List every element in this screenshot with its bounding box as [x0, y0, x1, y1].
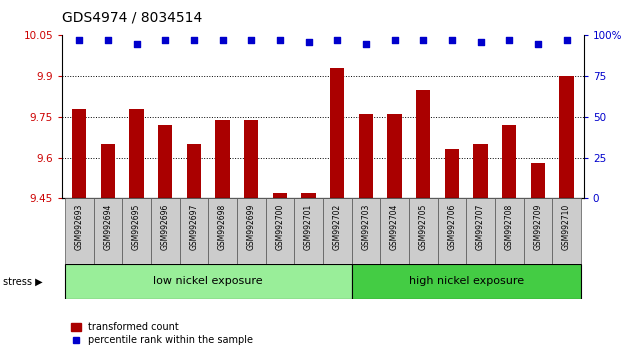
Point: [361, 41, 371, 46]
Point: [247, 38, 256, 43]
Point: [504, 38, 514, 43]
Text: GSM992706: GSM992706: [447, 204, 456, 250]
Point: [533, 41, 543, 46]
Bar: [330, 68, 345, 198]
Point: [561, 38, 571, 43]
FancyBboxPatch shape: [65, 198, 94, 264]
Point: [275, 38, 285, 43]
Bar: [359, 114, 373, 198]
Bar: [158, 125, 173, 198]
Text: GSM992700: GSM992700: [276, 204, 284, 250]
FancyBboxPatch shape: [94, 198, 122, 264]
Bar: [273, 193, 287, 198]
Text: GSM992695: GSM992695: [132, 204, 141, 250]
Text: GSM992707: GSM992707: [476, 204, 485, 250]
Text: GDS4974 / 8034514: GDS4974 / 8034514: [62, 11, 202, 25]
FancyBboxPatch shape: [179, 198, 208, 264]
FancyBboxPatch shape: [495, 198, 524, 264]
Point: [304, 39, 314, 45]
Point: [75, 38, 84, 43]
Text: GSM992704: GSM992704: [390, 204, 399, 250]
Bar: [129, 109, 144, 198]
Point: [103, 38, 113, 43]
Legend: transformed count, percentile rank within the sample: transformed count, percentile rank withi…: [67, 319, 257, 349]
Bar: [351, 264, 581, 299]
FancyBboxPatch shape: [552, 198, 581, 264]
Point: [132, 41, 142, 46]
Text: GSM992709: GSM992709: [533, 204, 542, 250]
Text: GSM992703: GSM992703: [361, 204, 370, 250]
Text: GSM992698: GSM992698: [218, 204, 227, 250]
FancyBboxPatch shape: [351, 198, 380, 264]
FancyBboxPatch shape: [122, 198, 151, 264]
Point: [447, 38, 457, 43]
Point: [332, 38, 342, 43]
Text: GSM992708: GSM992708: [505, 204, 514, 250]
Bar: [502, 125, 517, 198]
Point: [217, 38, 227, 43]
Point: [476, 39, 486, 45]
FancyBboxPatch shape: [237, 198, 266, 264]
Bar: [416, 90, 430, 198]
Bar: [187, 144, 201, 198]
FancyBboxPatch shape: [266, 198, 294, 264]
Bar: [101, 144, 115, 198]
Text: GSM992710: GSM992710: [562, 204, 571, 250]
FancyBboxPatch shape: [438, 198, 466, 264]
Text: GSM992697: GSM992697: [189, 204, 199, 250]
Text: GSM992694: GSM992694: [104, 204, 112, 250]
Bar: [445, 149, 459, 198]
Text: GSM992701: GSM992701: [304, 204, 313, 250]
FancyBboxPatch shape: [323, 198, 351, 264]
Text: GSM992696: GSM992696: [161, 204, 170, 250]
Text: stress ▶: stress ▶: [3, 276, 43, 286]
FancyBboxPatch shape: [151, 198, 179, 264]
Text: GSM992702: GSM992702: [333, 204, 342, 250]
FancyBboxPatch shape: [294, 198, 323, 264]
Bar: [65, 264, 351, 299]
Bar: [388, 114, 402, 198]
Bar: [473, 144, 487, 198]
FancyBboxPatch shape: [380, 198, 409, 264]
Bar: [215, 120, 230, 198]
FancyBboxPatch shape: [208, 198, 237, 264]
Point: [189, 38, 199, 43]
Bar: [531, 163, 545, 198]
FancyBboxPatch shape: [409, 198, 438, 264]
FancyBboxPatch shape: [524, 198, 552, 264]
Bar: [244, 120, 258, 198]
Bar: [72, 109, 86, 198]
Text: low nickel exposure: low nickel exposure: [153, 276, 263, 286]
Bar: [301, 193, 315, 198]
Point: [389, 38, 399, 43]
Text: GSM992705: GSM992705: [419, 204, 428, 250]
Text: GSM992699: GSM992699: [247, 204, 256, 250]
Point: [160, 38, 170, 43]
Point: [419, 38, 428, 43]
Bar: [560, 76, 574, 198]
FancyBboxPatch shape: [466, 198, 495, 264]
Text: GSM992693: GSM992693: [75, 204, 84, 250]
Text: high nickel exposure: high nickel exposure: [409, 276, 524, 286]
